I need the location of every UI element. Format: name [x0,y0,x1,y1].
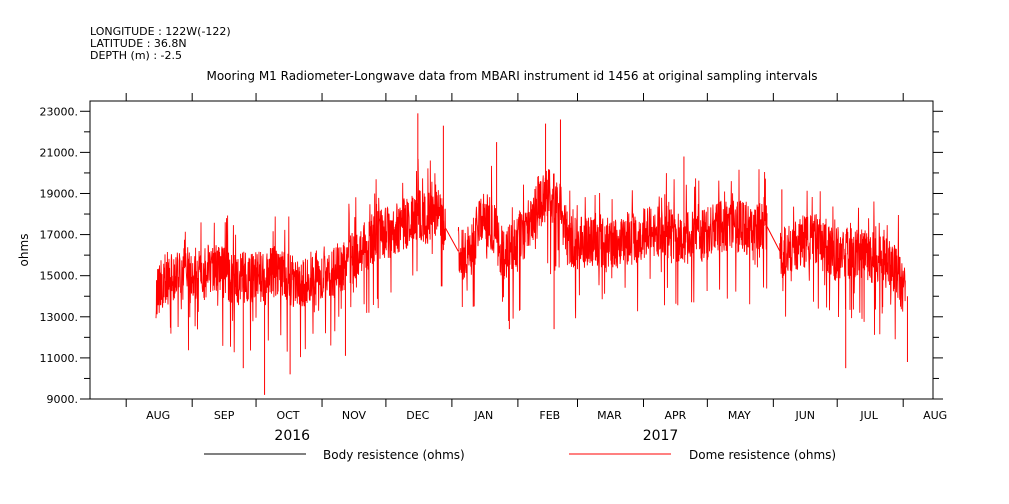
x-tick-label: AUG [923,409,947,422]
x-tick-label: JUL [859,409,878,422]
dome-resistance-gap-line [445,227,459,252]
y-tick-label: 23000. [40,105,79,118]
chart-title: Mooring M1 Radiometer-Longwave data from… [206,69,817,83]
y-tick-label: 13000. [40,311,79,324]
plot-frame [89,100,934,400]
y-tick-label: 17000. [40,229,79,242]
x-tick-label: JAN [473,409,493,422]
x-tick-label: JUN [795,409,816,422]
x-year-label: 2017 [643,428,679,444]
y-tick-label: 21000. [40,146,79,159]
legend-dome-label: Dome resistence (ohms) [689,448,836,462]
x-tick-label: OCT [276,409,299,422]
x-tick-label: NOV [342,409,367,422]
x-tick-label: MAY [728,409,751,422]
dome-resistance-line [155,158,446,358]
depth-label: DEPTH (m) : -2.5 [90,49,183,62]
y-axis-label: ohms [17,234,31,267]
y-tick-label: 15000. [40,270,79,283]
x-tick-label: SEP [214,409,235,422]
x-tick-label: MAR [597,409,622,422]
x-tick-label: FEB [539,409,560,422]
y-tick-label: 9000. [47,393,79,406]
legend-body-label: Body resistence (ohms) [323,448,465,462]
x-year-label: 2016 [274,428,310,444]
series-layer [155,113,908,395]
dome-resistance-line [779,190,906,340]
x-tick-label: AUG [146,409,170,422]
y-tick-label: 19000. [40,187,79,200]
dome-resistance-line [457,165,768,322]
latitude-label: LATITUDE : 36.8N [90,37,187,50]
x-tick-label: APR [665,409,687,422]
axis-layer: 9000. 11000. 13000. 15000. 17000. 19000. 21000… [40,93,947,444]
x-tick-label: DEC [406,409,429,422]
longitude-label: LONGITUDE : 122W(-122) [90,25,231,38]
legend: Body resistence (ohms) Dome resistence (o… [204,448,836,462]
y-tick-label: 11000. [40,352,79,365]
dome-resistance-gap-line [766,226,781,252]
